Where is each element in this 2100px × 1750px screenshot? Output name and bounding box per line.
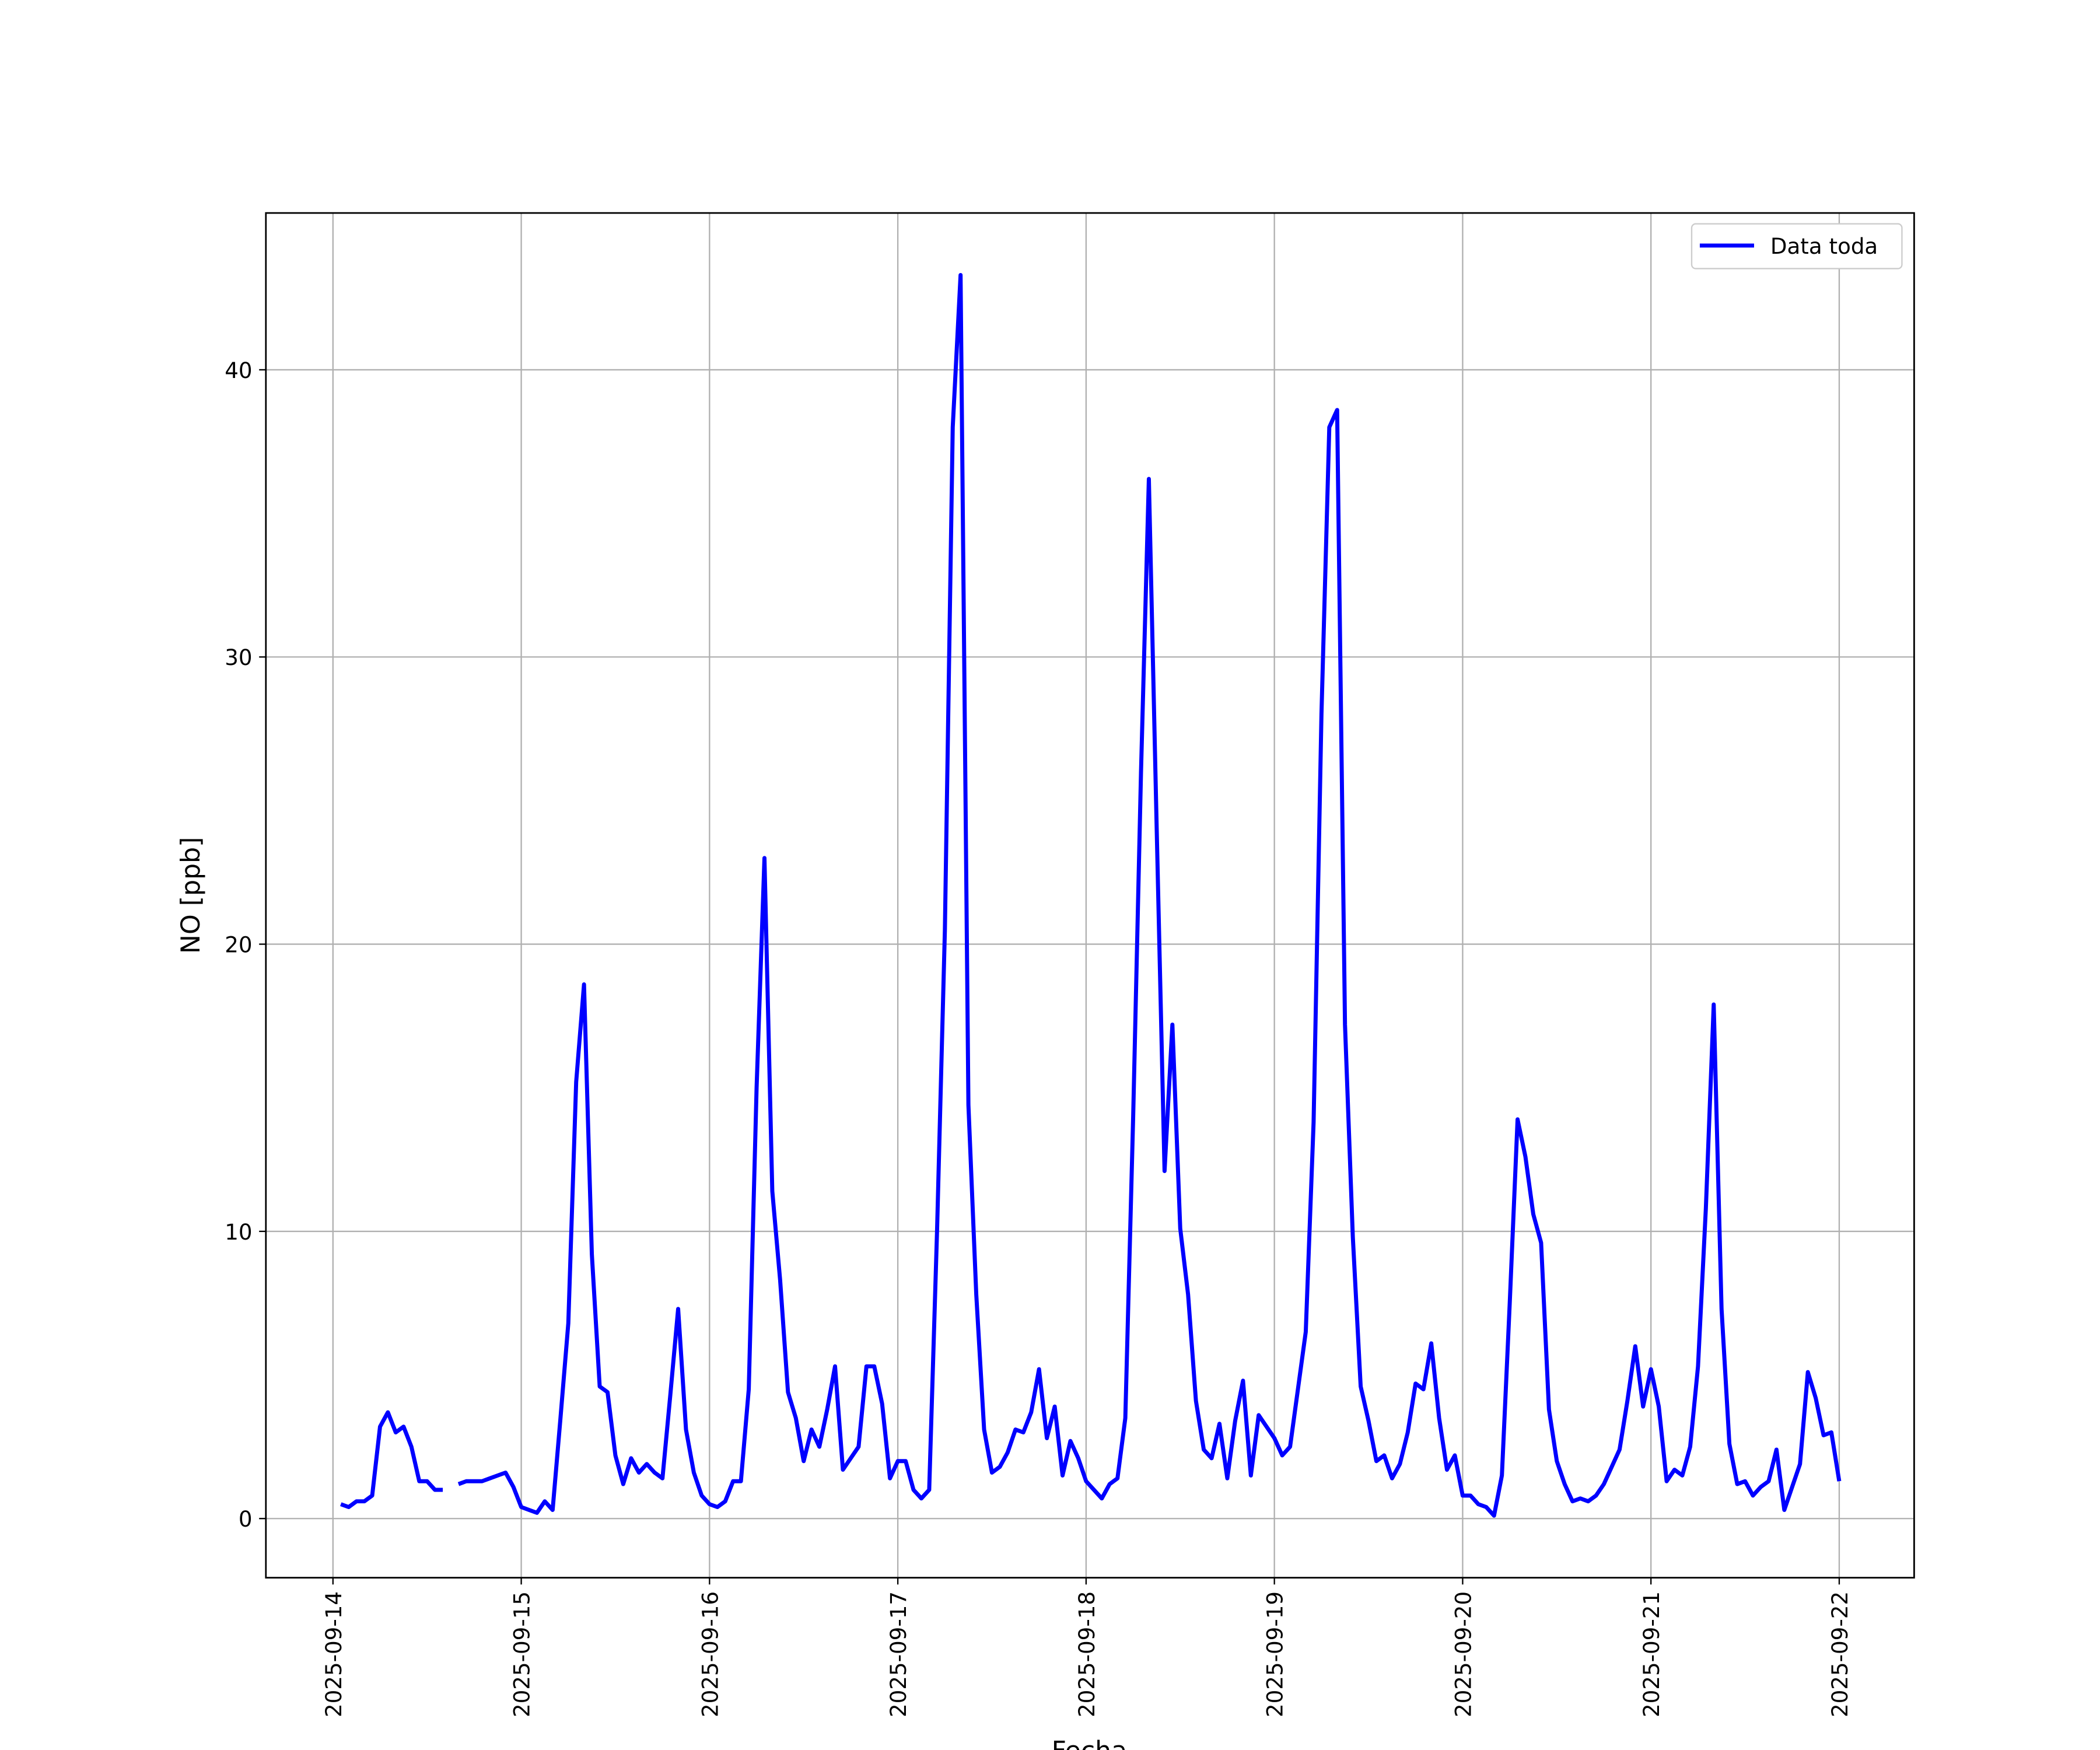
plot-frame — [265, 212, 1915, 1579]
x-tick-label: 2025-09-15 — [509, 1591, 535, 1717]
x-tick-label: 2025-09-16 — [697, 1591, 723, 1717]
data-line — [340, 272, 1842, 1518]
x-tick-label: 2025-09-19 — [1262, 1591, 1288, 1717]
x-axis-label: Fecha — [1052, 1736, 1128, 1750]
legend: Data toda — [1690, 223, 1903, 270]
x-tick-label: 2025-09-18 — [1074, 1591, 1100, 1717]
legend-box — [1690, 223, 1903, 270]
x-tick-label: 2025-09-20 — [1450, 1591, 1476, 1717]
x-tick-label: 2025-09-21 — [1639, 1591, 1664, 1717]
y-tick-label: 40 — [225, 358, 252, 383]
legend-label: Data toda — [1770, 233, 1878, 259]
x-tick-label: 2025-09-22 — [1827, 1591, 1853, 1717]
y-tick-label: 20 — [225, 932, 252, 958]
x-tick-label: 2025-09-17 — [886, 1591, 911, 1717]
y-tick-label: 0 — [239, 1506, 253, 1532]
y-tick-label: 10 — [225, 1219, 252, 1245]
y-axis-label: NO [ppb] — [176, 837, 206, 954]
y-tick-label: 30 — [225, 645, 252, 670]
x-tick-label: 2025-09-14 — [321, 1591, 346, 1717]
